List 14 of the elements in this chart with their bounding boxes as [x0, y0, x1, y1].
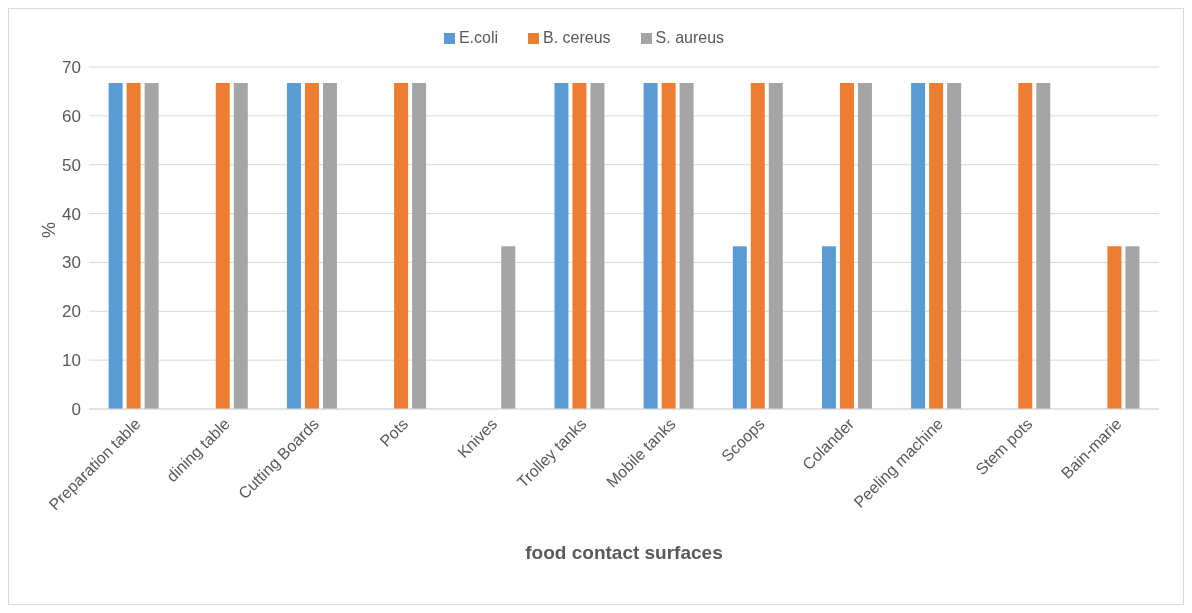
- y-tick-label: 30: [62, 253, 81, 273]
- legend-label: E.coli: [458, 29, 499, 46]
- y-tick-label: 60: [62, 106, 81, 126]
- x-tick-label: Pots: [376, 415, 412, 450]
- y-tick-label: 0: [71, 400, 81, 420]
- x-axis-title: food contact surfaces: [525, 542, 723, 563]
- y-tick-label: 10: [62, 351, 81, 371]
- legend-label: B. cereus: [543, 29, 611, 46]
- y-tick-label: 40: [62, 204, 81, 224]
- y-tick-label: 50: [62, 155, 81, 175]
- y-tick-label: 20: [62, 302, 81, 322]
- y-tick-label: 70: [62, 58, 81, 78]
- legend-label: S. aureus: [655, 29, 725, 46]
- y-axis-title: %: [39, 221, 60, 238]
